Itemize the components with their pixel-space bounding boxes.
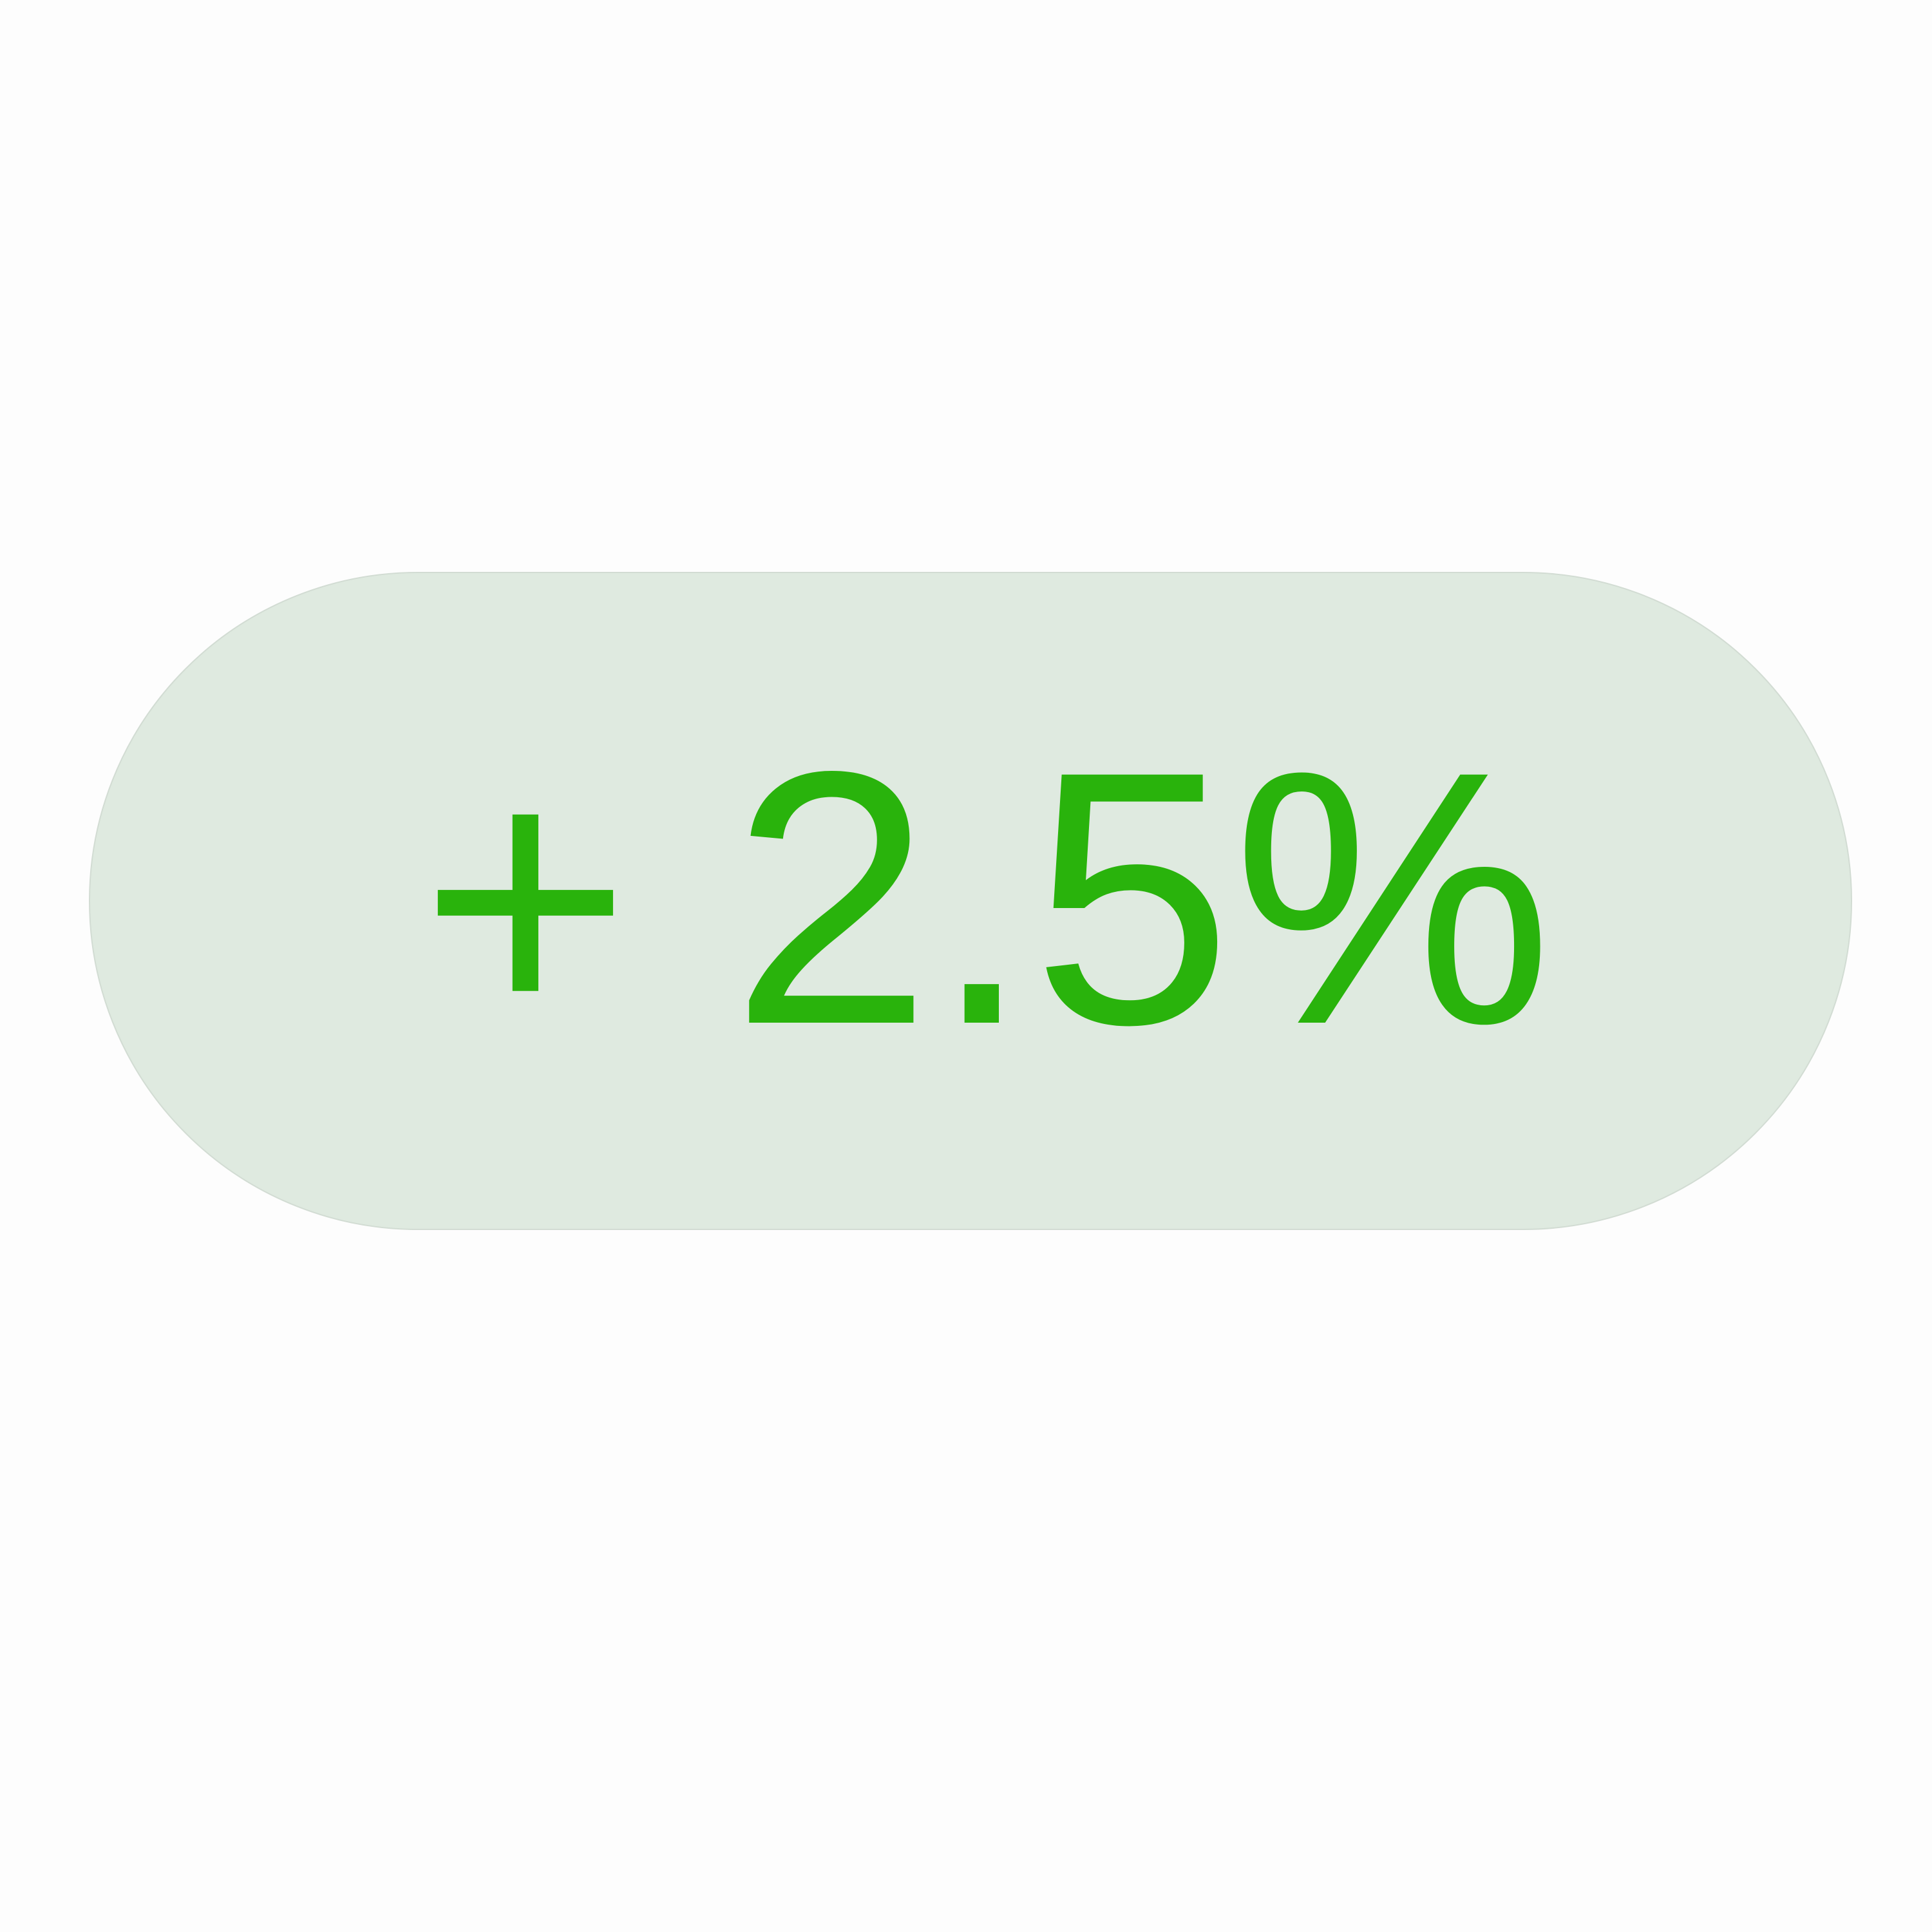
change-value: + 2.5%	[420, 696, 1553, 1099]
change-badge: + 2.5%	[89, 572, 1852, 1230]
